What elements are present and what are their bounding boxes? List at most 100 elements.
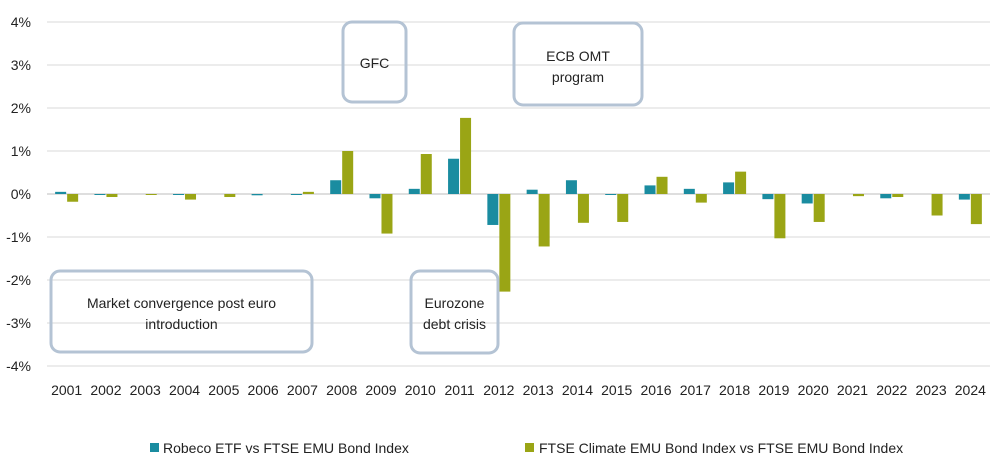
bar-robeco-etf-2024 [958, 194, 970, 200]
bar-robeco-etf-2010 [408, 188, 420, 194]
bar-robeco-etf-2009 [369, 194, 381, 199]
y-axis-ticks: 4% 3% 2% 1% 0% -1% -2% -3% -4% [6, 14, 31, 374]
bar-robeco-etf-2007 [290, 194, 302, 195]
bar-robeco-etf-2022 [880, 194, 892, 199]
annotation-box [409, 269, 500, 355]
x-tick-label: 2009 [365, 382, 396, 398]
annotation-text: program [552, 69, 604, 85]
bar-ftse-climate-2012 [499, 194, 511, 292]
annotation-text: ECB OMT [546, 48, 610, 64]
bar-robeco-etf-2004 [173, 194, 185, 195]
y-tick-label: 2% [11, 100, 31, 116]
bar-robeco-etf-2001 [55, 191, 67, 194]
y-tick-label: 0% [11, 186, 31, 202]
bar-ftse-climate-2020 [813, 194, 825, 222]
bar-robeco-etf-2008 [330, 180, 342, 194]
bar-robeco-etf-2012 [487, 194, 499, 225]
legend-swatch [525, 443, 534, 452]
y-tick-label: -3% [6, 315, 31, 331]
x-tick-label: 2022 [876, 382, 907, 398]
bar-ftse-climate-2015 [617, 194, 629, 222]
bar-robeco-etf-2015 [605, 194, 617, 195]
x-tick-label: 2005 [208, 382, 239, 398]
bar-robeco-etf-2014 [565, 180, 577, 194]
y-tick-label: 3% [11, 57, 31, 73]
bar-ftse-climate-2003 [145, 194, 157, 195]
bar-ftse-climate-2018 [735, 171, 747, 194]
annotations: GFC ECB OMT program Market convergence post… [49, 20, 644, 355]
gridlines [47, 21, 990, 367]
annotation-market-convergence: Market convergence post euro introduction [49, 269, 314, 354]
bar-ftse-climate-2008 [342, 151, 354, 194]
annotation-text: introduction [145, 316, 217, 332]
annotation-gfc: GFC [341, 20, 408, 104]
y-tick-label: -4% [6, 358, 31, 374]
annotation-text: debt crisis [423, 316, 486, 332]
x-tick-label: 2021 [837, 382, 868, 398]
bar-ftse-climate-2001 [67, 194, 79, 202]
x-tick-label: 2020 [798, 382, 829, 398]
y-tick-label: 1% [11, 143, 31, 159]
y-tick-label: 4% [11, 14, 31, 30]
bar-robeco-etf-2018 [723, 182, 735, 194]
bar-robeco-etf-2016 [644, 185, 656, 194]
x-tick-label: 2002 [90, 382, 121, 398]
x-tick-label: 2013 [523, 382, 554, 398]
annotation-box [341, 20, 408, 104]
bar-ftse-climate-2009 [381, 194, 393, 234]
annotation-text: GFC [360, 55, 390, 71]
bar-robeco-etf-2017 [683, 188, 695, 194]
bar-ftse-climate-2014 [577, 194, 589, 223]
bar-ftse-climate-2007 [302, 191, 314, 194]
legend-label: Robeco ETF vs FTSE EMU Bond Index [163, 440, 409, 456]
bar-ftse-climate-2002 [106, 194, 118, 198]
legend-item-robeco-etf: Robeco ETF vs FTSE EMU Bond Index [150, 440, 409, 456]
annotation-box [512, 21, 644, 107]
x-tick-label: 2001 [51, 382, 82, 398]
bar-robeco-etf-2020 [801, 194, 813, 204]
bar-ftse-climate-2019 [774, 194, 786, 239]
x-tick-label: 2015 [601, 382, 632, 398]
annotation-ecb-omt: ECB OMT program [512, 21, 644, 107]
x-tick-label: 2016 [640, 382, 671, 398]
bar-robeco-etf-2013 [526, 189, 538, 194]
annotation-text: Eurozone [425, 295, 485, 311]
x-tick-label: 2017 [680, 382, 711, 398]
bars [55, 117, 982, 292]
x-tick-label: 2007 [287, 382, 318, 398]
x-tick-label: 2003 [130, 382, 161, 398]
bar-robeco-etf-2011 [448, 158, 460, 194]
x-tick-label: 2023 [915, 382, 946, 398]
annotation-text: Market convergence post euro [87, 295, 276, 311]
bar-ftse-climate-2011 [460, 117, 472, 194]
x-tick-label: 2014 [562, 382, 593, 398]
x-tick-label: 2018 [719, 382, 750, 398]
y-tick-label: -2% [6, 272, 31, 288]
bar-robeco-etf-2006 [251, 194, 263, 196]
bar-ftse-climate-2013 [538, 194, 550, 247]
x-tick-label: 2024 [955, 382, 986, 398]
x-tick-label: 2010 [405, 382, 436, 398]
annotation-box [49, 269, 314, 354]
bar-ftse-climate-2010 [420, 154, 432, 194]
bar-ftse-climate-2023 [931, 194, 943, 216]
legend-item-ftse-climate: FTSE Climate EMU Bond Index vs FTSE EMU … [525, 440, 903, 456]
bar-ftse-climate-2021 [852, 194, 864, 197]
annotation-eurozone-debt-crisis: Eurozone debt crisis [409, 269, 500, 355]
x-tick-label: 2008 [326, 382, 357, 398]
bar-robeco-etf-2019 [762, 194, 774, 200]
bar-ftse-climate-2024 [970, 194, 982, 225]
x-tick-label: 2019 [758, 382, 789, 398]
bar-ftse-climate-2016 [656, 176, 668, 194]
legend-label: FTSE Climate EMU Bond Index vs FTSE EMU … [539, 440, 903, 456]
x-tick-label: 2004 [169, 382, 200, 398]
x-tick-label: 2012 [483, 382, 514, 398]
x-tick-label: 2011 [445, 382, 475, 398]
bar-ftse-climate-2004 [185, 194, 197, 200]
bar-robeco-etf-2002 [94, 194, 106, 195]
bar-ftse-climate-2022 [892, 194, 904, 198]
y-tick-label: -1% [6, 229, 31, 245]
legend: Robeco ETF vs FTSE EMU Bond Index FTSE Cl… [150, 440, 903, 456]
